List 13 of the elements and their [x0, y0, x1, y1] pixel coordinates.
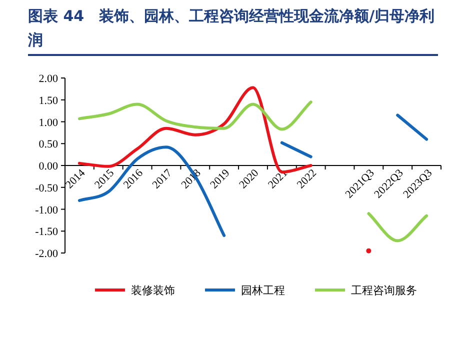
y-tick-label: -0.50 — [35, 182, 58, 194]
y-tick-label: 1.00 — [38, 116, 58, 129]
legend-label: 工程咨询服务 — [351, 284, 417, 297]
y-tick-label: -2.00 — [35, 248, 58, 260]
y-tick-label: 1.50 — [38, 94, 58, 107]
y-tick-label: -1.50 — [35, 226, 58, 238]
y-tick-label: 2.00 — [38, 73, 58, 85]
chart-title: 图表 44 装饰、园林、工程咨询经营性现金流净额/归母净利润 — [28, 4, 438, 56]
y-tick-label: 0.50 — [38, 138, 58, 151]
legend-label: 园林工程 — [241, 284, 285, 297]
y-tick-label: 0.00 — [38, 160, 58, 172]
y-tick-label: -1.00 — [35, 204, 58, 216]
legend-label: 装修装饰 — [131, 284, 175, 297]
